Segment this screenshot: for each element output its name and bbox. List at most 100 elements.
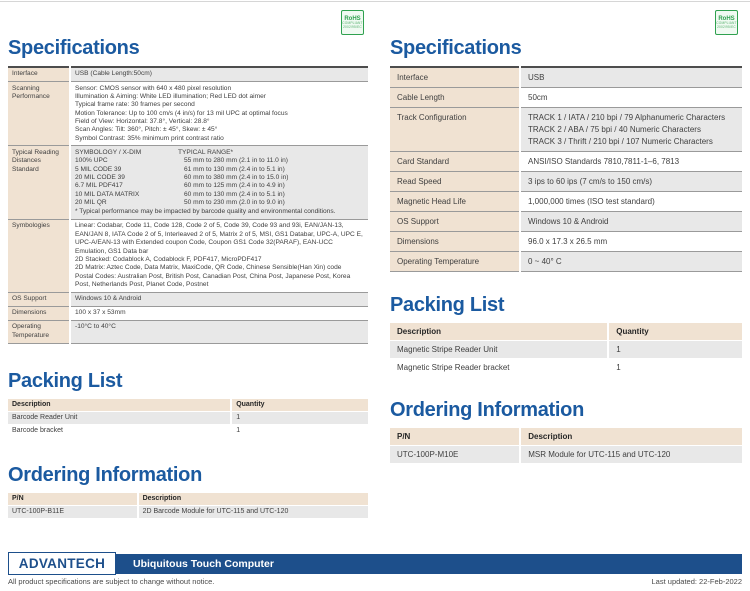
row-label: OS Support xyxy=(8,292,71,307)
spec-row-track-configuration: Track Configuration TRACK 1 / IATA / 210… xyxy=(390,107,742,152)
rohs-badge-compliant: COMPLIANT xyxy=(342,21,363,26)
row-value: USB xyxy=(520,67,742,88)
row-label: Interface xyxy=(8,67,71,83)
spec-row-reading-distances: Typical Reading Distances Standard SYMBO… xyxy=(8,145,368,221)
advantech-logo-text: ADVANTECH xyxy=(18,556,106,571)
row-value: ANSI/ISO Standards 7810,7811-1–6, 7813 xyxy=(520,151,742,172)
content-columns: RoHS COMPLIANT 2002/95/EC Specifications… xyxy=(8,8,742,519)
row-value: 96.0 x 17.3 x 26.5 mm xyxy=(520,231,742,252)
packing-row: Barcode bracket 1 xyxy=(8,424,368,438)
packing-quantity: 1 xyxy=(230,411,368,425)
packing-row: Magnetic Stripe Reader bracket 1 xyxy=(390,358,742,377)
left-ordering-information-title: Ordering Information xyxy=(8,463,203,486)
ordering-col-description: Description xyxy=(519,428,742,446)
row-label: OS Support xyxy=(390,211,521,232)
spec-row-os-support: OS Support Windows 10 & Android xyxy=(390,211,742,232)
distance-symbology: 20 MIL QR xyxy=(75,198,107,206)
rohs-badge-directive: 2002/95/EC xyxy=(717,24,736,29)
distance-range: 61 mm to 130 mm (2.4 in to 5.1 in) xyxy=(184,165,285,173)
spec-row-card-standard: Card Standard ANSI/ISO Standards 7810,78… xyxy=(390,151,742,172)
row-label: Scanning Performance xyxy=(8,81,71,147)
spec-row-interface: Interface USB xyxy=(390,67,742,88)
row-value: 3 ips to 60 ips (7 cm/s to 150 cm/s) xyxy=(520,171,742,192)
left-packing-list-table: Description Quantity Barcode Reader Unit… xyxy=(8,398,368,438)
row-label: Typical Reading Distances Standard xyxy=(8,145,71,221)
row-label: Magnetic Head Life xyxy=(390,191,521,212)
spec-row-scanning-performance: Scanning Performance Sensor: CMOS sensor… xyxy=(8,81,368,147)
right-ordering-table: P/N Description UTC-100P-M10E MSR Module… xyxy=(390,428,742,464)
distance-symbology: 100% UPC xyxy=(75,157,108,165)
rohs-badge-title: RoHS xyxy=(718,15,735,22)
spec-row-dimensions: Dimensions 100 x 37 x 53mm xyxy=(8,306,368,322)
spec-row-symbologies: Symbologies Linear: Codabar, Code 11, Co… xyxy=(8,219,368,293)
rohs-badge-compliant: COMPLIANT xyxy=(716,21,737,26)
right-specifications-title: Specifications xyxy=(390,37,522,59)
right-packing-list-title: Packing List xyxy=(390,294,505,316)
ordering-header-row: P/N Description xyxy=(390,428,742,446)
row-value: 50cm xyxy=(520,87,742,108)
spec-row-operating-temperature: Operating Temperature -10°C to 40°C xyxy=(8,320,368,344)
distance-row: 6.7 MIL PDF417 60 mm to 125 mm (2.4 in t… xyxy=(75,182,364,190)
ordering-row: UTC-100P-M10E MSR Module for UTC-115 and… xyxy=(390,445,742,464)
footer-disclaimer: All product specifications are subject t… xyxy=(8,577,215,586)
distance-range: 60 mm to 130 mm (2.4 in to 5.1 in) xyxy=(184,190,285,198)
spec-row-magnetic-head-life: Magnetic Head Life 1,000,000 times (ISO … xyxy=(390,191,742,212)
left-ordering-table: P/N Description UTC-100P-B11E 2D Barcode… xyxy=(8,492,368,519)
left-specifications-title: Specifications xyxy=(8,37,140,59)
rohs-badge-title: RoHS xyxy=(344,15,361,22)
footer-tagline: Ubiquitous Touch Computer xyxy=(133,558,274,570)
ordering-pn: UTC-100P-B11E xyxy=(8,505,138,519)
distance-symbology: 10 MIL DATA MATRIX xyxy=(75,190,140,198)
row-label: Track Configuration xyxy=(390,107,521,152)
row-label: Interface xyxy=(390,67,521,88)
ordering-col-pn: P/N xyxy=(8,492,138,506)
row-value: Windows 10 & Android xyxy=(70,292,368,307)
row-value: USB (Cable Length:50cm) xyxy=(70,67,368,83)
packing-row: Magnetic Stripe Reader Unit 1 xyxy=(390,340,742,359)
row-value: 100 x 37 x 53mm xyxy=(70,306,368,322)
ordering-description: 2D Barcode Module for UTC-115 and UTC-12… xyxy=(136,505,368,519)
rohs-compliance-badge: RoHS COMPLIANT 2002/95/EC xyxy=(715,10,738,35)
distance-range: 60 mm to 380 mm (2.4 in to 15.0 in) xyxy=(184,173,289,181)
ordering-pn: UTC-100P-M10E xyxy=(390,445,521,464)
row-value: Windows 10 & Android xyxy=(520,211,742,232)
packing-row: Barcode Reader Unit 1 xyxy=(8,411,368,425)
page-top-divider xyxy=(0,1,750,2)
advantech-logo: ADVANTECH xyxy=(8,552,116,575)
row-value: 0 ~ 40° C xyxy=(520,251,742,272)
footer-brand-bar xyxy=(8,554,742,574)
distance-range: 60 mm to 125 mm (2.4 in to 4.9 in) xyxy=(184,182,285,190)
right-column-msr-module: RoHS COMPLIANT 2002/95/EC Specifications… xyxy=(390,8,742,519)
row-label: Card Standard xyxy=(390,151,521,172)
row-value: Sensor: CMOS sensor with 640 x 480 pixel… xyxy=(70,81,368,147)
row-label: Operating Temperature xyxy=(390,251,521,272)
packing-description: Barcode bracket xyxy=(8,424,232,438)
distance-row: 5 MIL CODE 39 61 mm to 130 mm (2.4 in to… xyxy=(75,166,364,174)
packing-col-quantity: Quantity xyxy=(607,323,742,341)
packing-quantity: 1 xyxy=(607,358,742,377)
distance-footnote: * Typical performance may be impacted by… xyxy=(75,208,336,216)
packing-col-quantity: Quantity xyxy=(230,398,368,412)
distance-header-row: SYMBOLOGY / X-DIM TYPICAL RANGE* xyxy=(75,149,364,157)
row-label: Symbologies xyxy=(8,219,71,293)
packing-col-description: Description xyxy=(8,398,232,412)
footer-last-updated: Last updated: 22-Feb-2022 xyxy=(651,577,742,586)
row-label: Cable Length xyxy=(390,87,521,108)
packing-description: Magnetic Stripe Reader bracket xyxy=(390,358,609,377)
right-packing-list-table: Description Quantity Magnetic Stripe Rea… xyxy=(390,323,742,377)
ordering-col-pn: P/N xyxy=(390,428,521,446)
left-specifications-table: Interface USB (Cable Length:50cm) Scanni… xyxy=(8,66,368,344)
packing-col-description: Description xyxy=(390,323,609,341)
row-label: Operating Temperature xyxy=(8,320,71,344)
ordering-row: UTC-100P-B11E 2D Barcode Module for UTC-… xyxy=(8,505,368,519)
packing-quantity: 1 xyxy=(607,340,742,359)
packing-description: Magnetic Stripe Reader Unit xyxy=(390,340,609,359)
left-column-barcode-module: RoHS COMPLIANT 2002/95/EC Specifications… xyxy=(8,8,368,519)
packing-description: Barcode Reader Unit xyxy=(8,411,232,425)
row-value: Linear: Codabar, Code 11, Code 128, Code… xyxy=(70,219,368,293)
packing-header-row: Description Quantity xyxy=(390,323,742,341)
row-value: SYMBOLOGY / X-DIM TYPICAL RANGE* 100% UP… xyxy=(70,145,368,221)
ordering-col-description: Description xyxy=(136,492,368,506)
rohs-compliance-badge: RoHS COMPLIANT 2002/95/EC xyxy=(341,10,364,35)
distance-header-range: TYPICAL RANGE* xyxy=(178,148,234,156)
